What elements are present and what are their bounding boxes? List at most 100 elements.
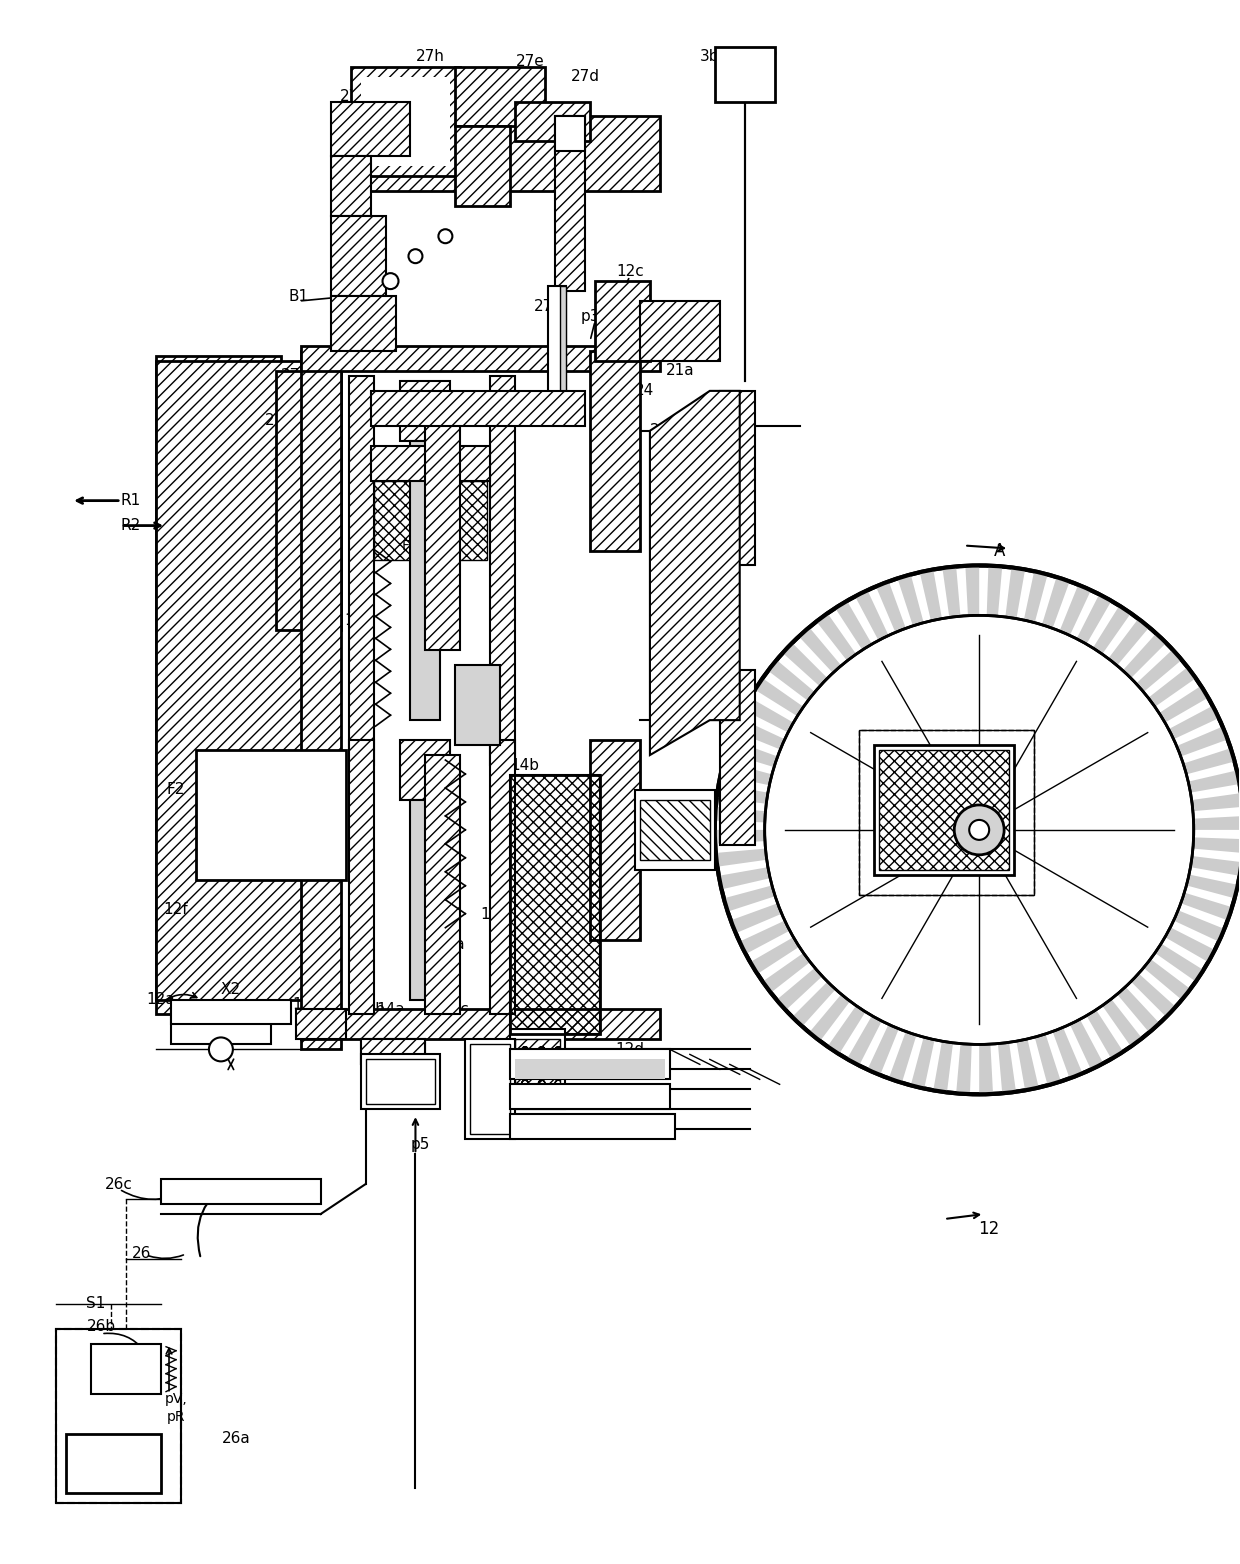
Polygon shape — [755, 679, 804, 716]
Text: 16: 16 — [526, 1067, 544, 1082]
Polygon shape — [966, 566, 980, 616]
Text: X2: X2 — [221, 982, 241, 996]
Bar — [371, 446, 490, 480]
Polygon shape — [1136, 649, 1182, 691]
Text: 17a: 17a — [436, 937, 465, 952]
Bar — [56, 1329, 181, 1503]
Text: 27f: 27f — [340, 89, 365, 105]
Bar — [351, 67, 460, 177]
Text: 18: 18 — [481, 907, 500, 923]
Text: 24: 24 — [635, 383, 655, 399]
Polygon shape — [720, 762, 773, 785]
Text: 27: 27 — [281, 369, 300, 383]
Bar — [425, 755, 460, 1015]
Text: 19a: 19a — [533, 1126, 563, 1142]
Bar — [361, 77, 450, 166]
Polygon shape — [1187, 874, 1238, 898]
Polygon shape — [734, 718, 785, 749]
Text: 22: 22 — [610, 812, 630, 827]
Text: 27e: 27e — [516, 55, 544, 69]
Bar — [410, 441, 440, 719]
Bar — [348, 375, 373, 765]
Text: 3b: 3b — [701, 48, 719, 64]
Text: 14a: 14a — [376, 1003, 404, 1017]
Polygon shape — [1180, 893, 1233, 920]
Text: 12b: 12b — [356, 1003, 386, 1017]
Text: F1: F1 — [422, 927, 440, 942]
Polygon shape — [719, 866, 770, 890]
Bar — [331, 156, 371, 216]
Polygon shape — [782, 643, 827, 687]
Bar — [714, 47, 775, 102]
Polygon shape — [868, 1024, 899, 1074]
Text: 12f: 12f — [164, 902, 188, 917]
Polygon shape — [1193, 837, 1240, 852]
Bar — [556, 116, 585, 291]
Bar — [879, 751, 1009, 870]
Polygon shape — [1109, 619, 1149, 666]
Polygon shape — [1117, 987, 1159, 1032]
Polygon shape — [763, 952, 810, 993]
Polygon shape — [1183, 748, 1235, 774]
Text: 28: 28 — [259, 805, 283, 824]
Text: 12b: 12b — [357, 1018, 384, 1031]
Text: pV,: pV, — [165, 1392, 187, 1406]
Polygon shape — [715, 849, 766, 866]
Polygon shape — [1024, 571, 1048, 622]
Bar — [590, 740, 640, 940]
Polygon shape — [739, 921, 790, 954]
Bar — [171, 1009, 270, 1045]
Polygon shape — [910, 1037, 935, 1089]
Bar — [66, 1434, 161, 1494]
Bar — [410, 799, 440, 999]
Bar — [516, 1040, 560, 1099]
Text: X1: X1 — [356, 558, 376, 572]
Polygon shape — [1053, 1028, 1083, 1078]
Text: 26c: 26c — [105, 1176, 133, 1192]
Polygon shape — [768, 660, 815, 701]
Text: 29: 29 — [223, 1017, 243, 1032]
Polygon shape — [799, 627, 841, 673]
Bar — [510, 1114, 675, 1139]
Bar — [859, 730, 1034, 895]
Polygon shape — [1164, 927, 1215, 962]
Polygon shape — [750, 937, 800, 974]
Polygon shape — [715, 807, 765, 823]
Bar — [874, 744, 1014, 874]
Text: 26: 26 — [131, 1247, 151, 1262]
Bar — [510, 1029, 565, 1109]
Bar — [361, 1040, 425, 1065]
Circle shape — [766, 618, 1192, 1043]
Text: 27d: 27d — [570, 69, 600, 84]
Polygon shape — [1122, 633, 1166, 679]
Bar — [361, 1054, 440, 1109]
Bar — [490, 740, 516, 1015]
Bar — [556, 116, 585, 152]
Text: 27a: 27a — [556, 203, 584, 219]
Polygon shape — [1173, 910, 1224, 942]
Polygon shape — [898, 574, 924, 626]
Circle shape — [955, 805, 1004, 856]
Bar — [640, 799, 709, 860]
Bar — [455, 67, 546, 127]
Polygon shape — [920, 569, 942, 621]
Polygon shape — [1193, 816, 1240, 830]
Bar — [275, 371, 341, 630]
Polygon shape — [1131, 973, 1176, 1017]
Bar — [301, 350, 341, 1049]
Text: 12c: 12c — [616, 264, 644, 278]
Polygon shape — [1148, 668, 1195, 707]
Text: 12: 12 — [978, 1220, 999, 1239]
Bar — [455, 665, 500, 744]
Polygon shape — [1177, 727, 1228, 757]
Polygon shape — [1159, 687, 1208, 723]
Text: 27c: 27c — [265, 413, 293, 429]
Polygon shape — [875, 582, 906, 632]
Bar — [719, 671, 755, 845]
Bar — [510, 1049, 670, 1079]
Polygon shape — [1042, 577, 1070, 629]
Bar — [295, 1009, 346, 1040]
Bar — [465, 1040, 516, 1139]
Polygon shape — [1006, 568, 1025, 619]
Bar — [516, 1059, 665, 1079]
